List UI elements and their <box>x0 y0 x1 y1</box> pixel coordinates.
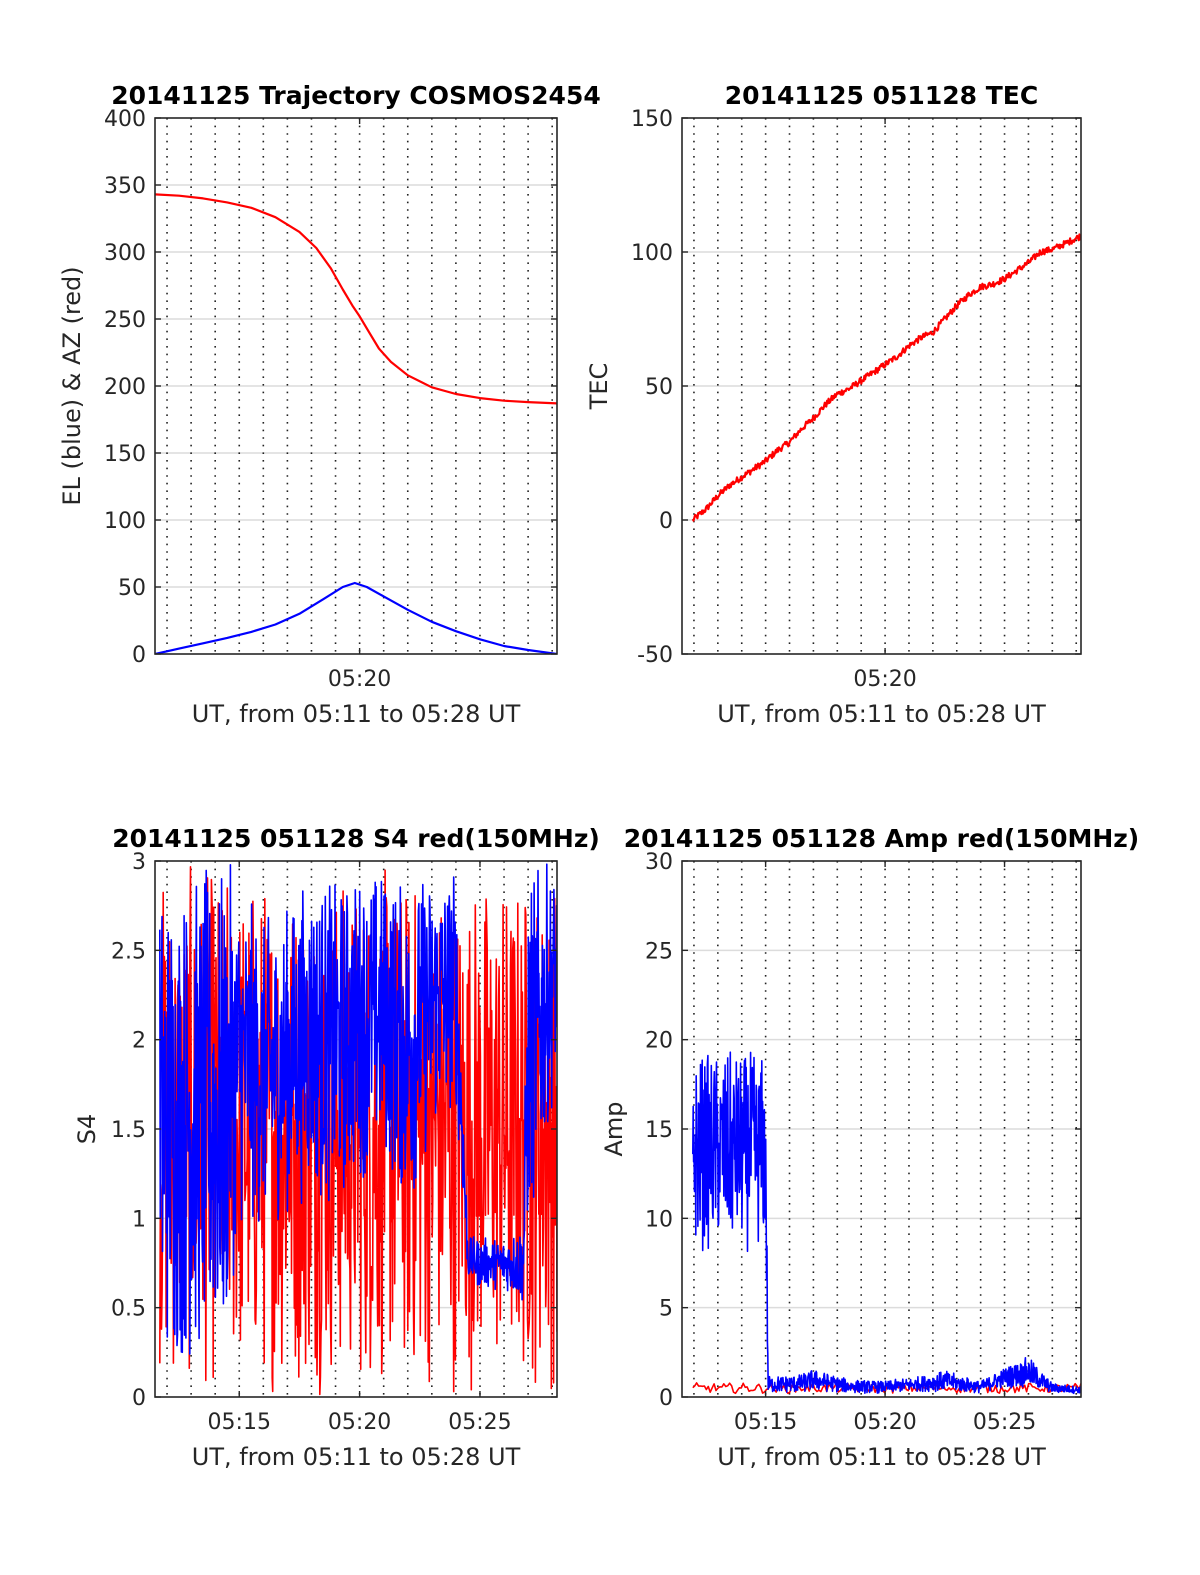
y-axis-label: Amp <box>600 1101 628 1156</box>
y-tick-label: -50 <box>637 643 673 668</box>
series-line-2 <box>692 1051 1081 1395</box>
x-axis-label: UT, from 05:11 to 05:28 UT <box>192 700 521 728</box>
y-tick-label: 300 <box>104 241 146 266</box>
y-axis-label: S4 <box>73 1114 101 1145</box>
series-line-2 <box>159 863 557 1355</box>
y-tick-label: 250 <box>104 308 146 333</box>
chart-title: 20141125 051128 TEC <box>725 81 1038 110</box>
y-tick-label: 100 <box>631 241 673 266</box>
y-tick-label: 20 <box>645 1029 673 1054</box>
y-tick-label: 30 <box>645 850 673 875</box>
x-tick-label: 05:20 <box>328 667 391 692</box>
y-tick-label: 1.5 <box>111 1118 146 1143</box>
y-tick-label: 0 <box>132 643 146 668</box>
y-tick-label: 0.5 <box>111 1297 146 1322</box>
series-line-2 <box>155 581 557 654</box>
chart-panel-4: 0 5 10 15 20 25 30 05:15 05:20 05:25 20141125 0511… <box>600 824 1139 1471</box>
x-tick-label: 05:25 <box>448 1410 511 1435</box>
x-tick-label: 05:20 <box>853 1410 916 1435</box>
y-tick-label: 400 <box>104 107 146 132</box>
x-axis-label: UT, from 05:11 to 05:28 UT <box>717 700 1046 728</box>
y-tick-label: 10 <box>645 1207 673 1232</box>
series-line-1 <box>691 233 1081 522</box>
x-tick-label: 05:15 <box>208 1410 271 1435</box>
x-tick-label: 05:20 <box>853 667 916 692</box>
y-tick-label: 0 <box>659 1386 673 1411</box>
y-tick-label: 1 <box>132 1207 146 1232</box>
y-tick-label: 0 <box>659 509 673 534</box>
chart-panel-1: 0 50 100 150 200 250 300 350 400 05:20 20141125 Tr… <box>58 81 601 728</box>
chart-panel-3: 0 0.5 1 1.5 2 2.5 3 05:15 05:20 05:25 20141125 051… <box>73 824 600 1471</box>
y-tick-label: 50 <box>118 576 146 601</box>
series-line-1 <box>155 193 557 405</box>
y-tick-label: 50 <box>645 375 673 400</box>
y-tick-label: 3 <box>132 850 146 875</box>
chart-title: 20141125 051128 S4 red(150MHz) <box>112 824 600 853</box>
chart-panel-2: -50 0 50 100 150 05:20 20141125 051128 TEC UT, … <box>585 81 1082 728</box>
y-tick-label: 2 <box>132 1029 146 1054</box>
y-tick-label: 200 <box>104 375 146 400</box>
y-tick-label: 350 <box>104 174 146 199</box>
y-axis-label: TEC <box>585 363 613 411</box>
y-tick-label: 0 <box>132 1386 146 1411</box>
y-tick-label: 15 <box>645 1118 673 1143</box>
y-tick-label: 25 <box>645 939 673 964</box>
chart-title: 20141125 051128 Amp red(150MHz) <box>624 824 1140 853</box>
y-axis-label: EL (blue) & AZ (red) <box>58 266 86 505</box>
y-tick-label: 5 <box>659 1297 673 1322</box>
x-tick-label: 05:20 <box>328 1410 391 1435</box>
y-tick-label: 100 <box>104 509 146 534</box>
x-tick-label: 05:15 <box>734 1410 797 1435</box>
x-axis-label: UT, from 05:11 to 05:28 UT <box>717 1443 1046 1471</box>
y-tick-label: 150 <box>104 442 146 467</box>
y-tick-label: 150 <box>631 107 673 132</box>
x-axis-label: UT, from 05:11 to 05:28 UT <box>192 1443 521 1471</box>
x-tick-label: 05:25 <box>973 1410 1036 1435</box>
chart-title: 20141125 Trajectory COSMOS2454 <box>111 81 601 110</box>
y-tick-label: 2.5 <box>111 939 146 964</box>
